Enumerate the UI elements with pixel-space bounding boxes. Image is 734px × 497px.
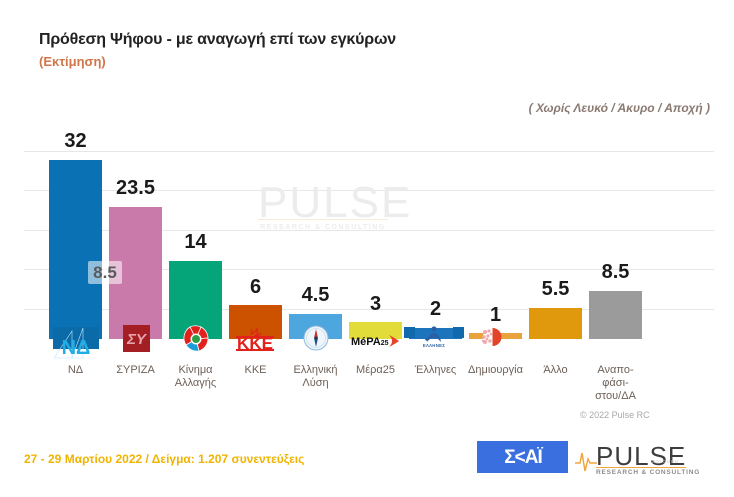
svg-text:MéPA25: MéPA25 [351,336,389,348]
svg-text:ΕΛΛΗΝΕΣ: ΕΛΛΗΝΕΣ [423,343,445,347]
svg-text:ΣΥ: ΣΥ [126,331,148,348]
svg-text:ΝΔ: ΝΔ [62,337,91,359]
svg-text:Σ<ΑΪ: Σ<ΑΪ [504,447,543,467]
